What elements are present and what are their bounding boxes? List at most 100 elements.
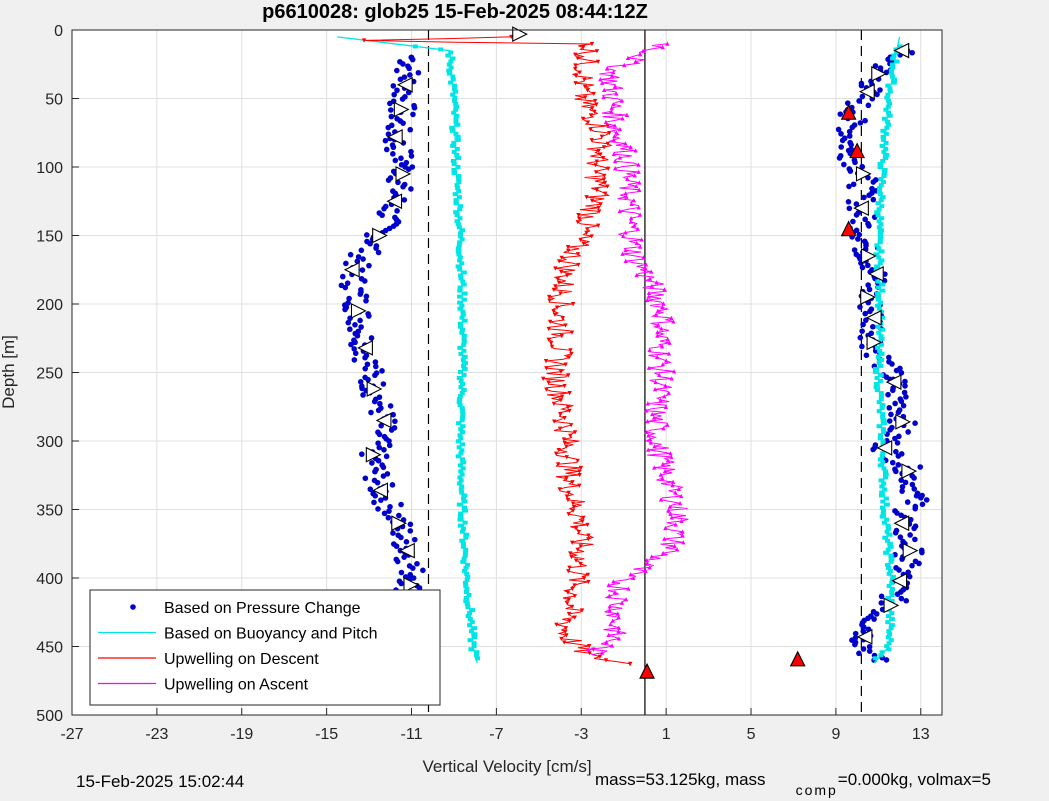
pressure-change-point bbox=[407, 528, 414, 534]
pressure-change-point bbox=[895, 462, 902, 468]
buoyancy-point bbox=[455, 137, 461, 142]
buoyancy-point bbox=[888, 638, 894, 643]
direction-triangle-marker bbox=[883, 597, 900, 614]
pressure-change-point bbox=[911, 475, 917, 481]
upwelling-point bbox=[606, 632, 611, 637]
pressure-change-point bbox=[373, 245, 379, 251]
direction-triangle-marker bbox=[386, 193, 403, 210]
upwelling-point bbox=[619, 98, 625, 103]
pressure-change-point bbox=[898, 595, 905, 602]
pressure-change-point bbox=[367, 486, 374, 493]
pressure-change-point bbox=[354, 332, 361, 339]
upwelling-point bbox=[593, 170, 599, 175]
pressure-change-point bbox=[376, 431, 383, 438]
pressure-change-point bbox=[898, 369, 905, 376]
pressure-change-point bbox=[916, 560, 922, 567]
upwelling-point bbox=[661, 426, 666, 431]
upwelling-point bbox=[666, 351, 672, 356]
buoyancy-point bbox=[455, 222, 461, 227]
buoyancy-point bbox=[887, 568, 893, 573]
upwelling-point bbox=[570, 480, 575, 485]
pressure-change-point bbox=[380, 381, 387, 387]
buoyancy-point bbox=[880, 180, 886, 185]
upwelling-point bbox=[634, 273, 639, 278]
upwelling-point bbox=[553, 284, 558, 289]
x-tick-label: -27 bbox=[60, 726, 83, 743]
buoyancy-point bbox=[454, 152, 460, 157]
upwelling-point bbox=[578, 544, 583, 549]
buoyancy-point bbox=[889, 580, 895, 585]
pressure-change-point bbox=[398, 155, 404, 162]
buoyancy-point bbox=[454, 213, 460, 218]
chart-title: p6610028: glob25 15-Feb-2025 08:44:12Z bbox=[262, 1, 648, 23]
pressure-change-point bbox=[390, 530, 396, 536]
upwelling-point bbox=[607, 593, 612, 598]
buoyancy-point bbox=[448, 80, 454, 85]
upwelling-point bbox=[609, 105, 614, 110]
pressure-change-point bbox=[408, 186, 414, 192]
buoyancy-point bbox=[878, 228, 884, 233]
buoyancy-point bbox=[880, 451, 886, 456]
buoyancy-point bbox=[459, 484, 465, 489]
pressure-change-point bbox=[894, 591, 901, 597]
buoyancy-point bbox=[879, 490, 885, 495]
upwelling-point bbox=[611, 69, 616, 75]
pressure-change-point bbox=[380, 473, 387, 479]
buoyancy-point bbox=[879, 484, 885, 489]
buoyancy-point bbox=[457, 394, 463, 399]
pressure-change-point bbox=[877, 87, 883, 93]
buoyancy-point bbox=[887, 86, 893, 91]
upwelling-point bbox=[593, 163, 598, 168]
upwelling-point bbox=[611, 102, 616, 107]
buoyancy-point bbox=[879, 454, 885, 459]
pressure-change-point bbox=[394, 208, 400, 214]
buoyancy-point bbox=[461, 342, 467, 347]
direction-triangle-marker bbox=[512, 26, 528, 42]
buoyancy-point bbox=[458, 351, 464, 356]
buoyancy-point bbox=[875, 345, 881, 350]
pressure-change-point bbox=[858, 82, 865, 89]
upwelling-point bbox=[615, 611, 620, 616]
upwelling-point bbox=[572, 594, 578, 599]
pressure-change-point bbox=[375, 440, 381, 446]
upwelling-point bbox=[628, 661, 633, 666]
buoyancy-point bbox=[461, 460, 467, 465]
buoyancy-point bbox=[452, 192, 458, 197]
upwelling-point bbox=[644, 297, 650, 303]
pressure-change-point bbox=[386, 508, 392, 514]
buoyancy-point bbox=[878, 333, 884, 338]
upwelling-point bbox=[633, 148, 638, 153]
buoyancy-point bbox=[876, 409, 882, 414]
upwelling-point bbox=[631, 575, 636, 580]
buoyancy-point bbox=[889, 586, 895, 591]
upwelling-point bbox=[655, 333, 660, 338]
pressure-change-point bbox=[352, 322, 358, 328]
buoyancy-point bbox=[878, 457, 884, 462]
upwelling-point bbox=[565, 497, 571, 503]
upwelling-point bbox=[612, 159, 618, 164]
direction-triangle-marker bbox=[858, 83, 875, 100]
upwelling-point bbox=[568, 423, 574, 428]
upwelling-point bbox=[594, 159, 599, 164]
upwelling-point bbox=[557, 426, 563, 431]
pressure-change-point bbox=[851, 247, 858, 253]
buoyancy-point bbox=[457, 288, 463, 293]
buoyancy-point bbox=[454, 104, 460, 109]
buoyancy-point bbox=[880, 158, 886, 163]
buoyancy-point bbox=[451, 149, 457, 154]
pressure-change-point bbox=[871, 616, 877, 622]
buoyancy-point bbox=[875, 354, 881, 359]
buoyancy-point bbox=[457, 240, 463, 245]
y-tick-label: 150 bbox=[36, 229, 63, 246]
upwelling-point bbox=[628, 144, 633, 149]
upwelling-point bbox=[556, 259, 562, 264]
x-tick-label: -3 bbox=[574, 726, 588, 743]
buoyancy-point bbox=[880, 282, 886, 287]
upwelling-point bbox=[637, 244, 643, 249]
y-tick-label: 100 bbox=[36, 160, 63, 177]
pressure-change-point bbox=[387, 107, 394, 113]
upwelling-point bbox=[565, 245, 571, 250]
upwelling-point bbox=[571, 505, 577, 510]
buoyancy-point bbox=[457, 514, 463, 519]
direction-triangle-marker bbox=[885, 374, 902, 390]
